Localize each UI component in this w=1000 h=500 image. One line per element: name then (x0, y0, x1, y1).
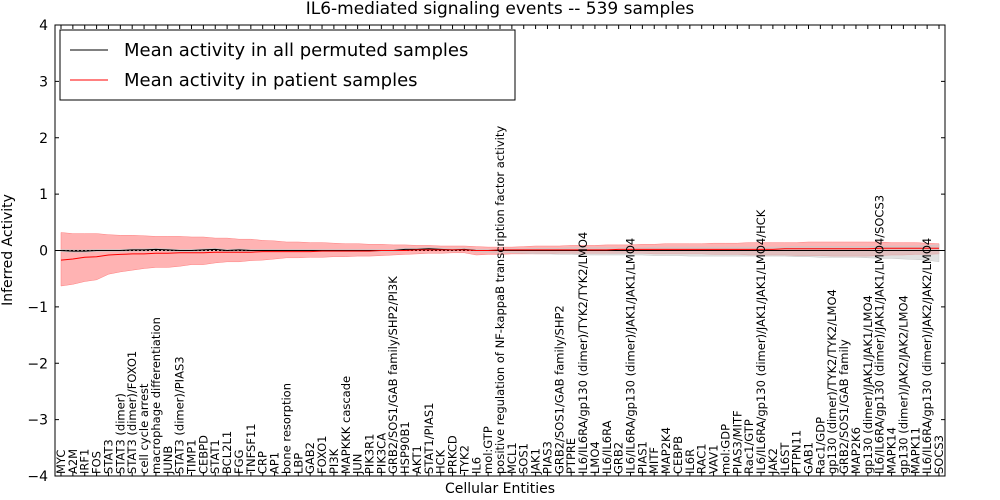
x-tick-label: LMO4 (588, 441, 602, 474)
x-tick-label: TNFSF11 (244, 423, 258, 475)
patient-mean-line (60, 247, 939, 261)
x-tick-label: IL6 (469, 457, 483, 474)
x-tick-label: PTPRE (564, 438, 578, 474)
x-tick-label: MAP2K4 (659, 427, 673, 474)
y-tick-label: 2 (39, 131, 48, 147)
x-tick-label: gp130 (dimer)/JAK1/JAK1/LMO4 (861, 295, 875, 474)
x-tick-label: MITF (647, 447, 661, 474)
x-tick-label: PI3K (327, 448, 341, 474)
x-tick-label: gp130 (dimer)/JAK2/JAK2/LMO4 (896, 295, 910, 474)
y-axis-label: Inferred Activity (0, 194, 16, 306)
x-tick-label: STAT1 (208, 439, 222, 474)
y-tick-label: −3 (27, 413, 48, 429)
x-tick-label: BCL2L1 (220, 431, 234, 474)
x-tick-label: MAPK11 (908, 427, 922, 474)
x-tick-label: IL6/IL6RA/gp130 (dimer)/JAK2/JAK2/LMO4 (920, 238, 934, 474)
x-tick-label: AKT1 (410, 445, 424, 474)
x-tick-label: GRB2/SOS1/GAB family (837, 339, 851, 474)
x-tick-label: IL6/IL6RA/gp130 (dimer)/TYK2/TYK2/LMO4 (576, 232, 590, 474)
x-tick-label: HSP90B1 (398, 421, 412, 474)
y-tick-label: −2 (27, 356, 48, 372)
x-tick-label: positive regulation of NF-kappaB transcr… (493, 126, 507, 474)
x-tick-label: JUN (351, 454, 365, 475)
x-tick-label: FGG (232, 450, 246, 474)
series-lines (55, 247, 945, 261)
y-tick-label: 4 (39, 18, 48, 34)
x-tick-label: GRB2/SOS1/GAB family/SHP2/PI3K (386, 276, 400, 474)
x-tick-label: GAB1 (802, 442, 816, 474)
x-tick-label: MAPKKK cascade (339, 376, 353, 474)
legend: Mean activity in all permuted samples Me… (59, 29, 516, 101)
x-axis-label: Cellular Entities (445, 481, 555, 497)
x-tick-label: STAT3 (dimer)/PIAS3 (173, 356, 187, 474)
x-tick-label: FOS (90, 451, 104, 474)
y-tick-label: −4 (27, 469, 48, 485)
x-tick-label: RAC1 (695, 443, 709, 474)
x-tick-label: MYC (54, 450, 68, 474)
x-tick-label: JAK1 (529, 448, 543, 475)
x-tick-label: IRF1 (78, 449, 92, 474)
legend-label-permuted: Mean activity in all permuted samples (124, 40, 468, 61)
x-tick-label: PIK3CA (374, 433, 388, 474)
x-tick-label: CRP (256, 451, 270, 474)
x-tick-label: PIAS3/MITF (730, 410, 744, 474)
x-tick-label: bone resorption (279, 383, 293, 474)
x-tick-label: PIK3R1 (363, 434, 377, 475)
x-tick-label: VAV1 (707, 445, 721, 474)
x-tick-label: MAPK14 (885, 427, 899, 474)
x-tick-label: macrophage differentiation (149, 317, 163, 474)
x-tick-label: STAT3 (dimer)/FOXO1 (125, 351, 139, 474)
x-tick-label: JAK2 (766, 448, 780, 475)
x-tick-label: TIMP1 (185, 439, 199, 475)
x-tick-label: CEBPB (671, 436, 685, 474)
y-axis: −4 −3 −2 −1 0 1 2 3 4 (27, 18, 945, 485)
x-tick-label: IL6/IL6RA/gp130 (dimer)/JAK1/JAK1/LMO4/S… (873, 195, 887, 474)
x-tick-label: LBP (291, 453, 305, 474)
x-tick-label: Rac1/GDP (813, 417, 827, 474)
x-tick-label: mol:GDP (718, 424, 732, 474)
x-tick-label: FOXO1 (315, 436, 329, 474)
x-tick-label: AP1 (268, 452, 282, 474)
x-tick-label: mol:GTP (481, 426, 495, 474)
x-tick-label: PIAS3 (541, 441, 555, 474)
y-tick-label: 1 (39, 187, 48, 203)
x-tick-label: STAT1/PIAS1 (422, 403, 436, 474)
chart-title: IL6-mediated signaling events -- 539 sam… (306, 0, 695, 19)
x-tick-label: IL6/IL6RA/gp130 (dimer)/JAK1/JAK1/LMO4 (624, 238, 638, 474)
x-tick-label: GRB2/SOS1/GAB family/SHP2 (552, 305, 566, 474)
x-tick-label: A2M (66, 449, 80, 474)
permuted-mean-line (60, 248, 939, 252)
legend-label-patient: Mean activity in patient samples (124, 70, 418, 91)
y-tick-label: −1 (27, 300, 48, 316)
x-tick-label: MCL1 (505, 442, 519, 474)
x-tick-label: PIAS1 (635, 441, 649, 474)
x-tick-label: STAT3 (dimer) (113, 393, 127, 474)
x-tick-label: HCK (434, 449, 448, 474)
x-tick-label: SOS1 (517, 443, 531, 474)
x-tick-label: JUNB (161, 446, 175, 475)
x-tick-label: Rac1/GTP (742, 419, 756, 474)
x-tick-label: GRB2 (612, 442, 626, 474)
x-tick-label: MAP2K6 (849, 427, 863, 474)
x-tick-label: IL6/IL6RA/gp130 (dimer)/JAK1/JAK1/LMO4/H… (754, 209, 768, 474)
x-tick-label: TYK2 (457, 445, 471, 475)
y-tick-label: 0 (39, 244, 48, 260)
x-tick-label: cell cycle arrest (137, 383, 151, 474)
x-tick-label: STAT3 (102, 439, 116, 474)
x-tick-label: CEBPD (196, 435, 210, 474)
x-tick-label: IL6R (683, 449, 697, 474)
x-tick-label: IL6ST (778, 442, 792, 474)
legend-box (59, 29, 516, 101)
x-tick-label: gp130 (dimer)/TYK2/TYK2/LMO4 (825, 289, 839, 474)
x-tick-label: SOCS3 (932, 435, 946, 474)
x-tick-label: IL6/IL6RA (600, 420, 614, 474)
x-tick-label: PRKCD (446, 435, 460, 474)
y-tick-label: 3 (39, 74, 48, 90)
x-tick-label: PTPN11 (790, 430, 804, 474)
x-tick-label: GAB2 (303, 442, 317, 474)
